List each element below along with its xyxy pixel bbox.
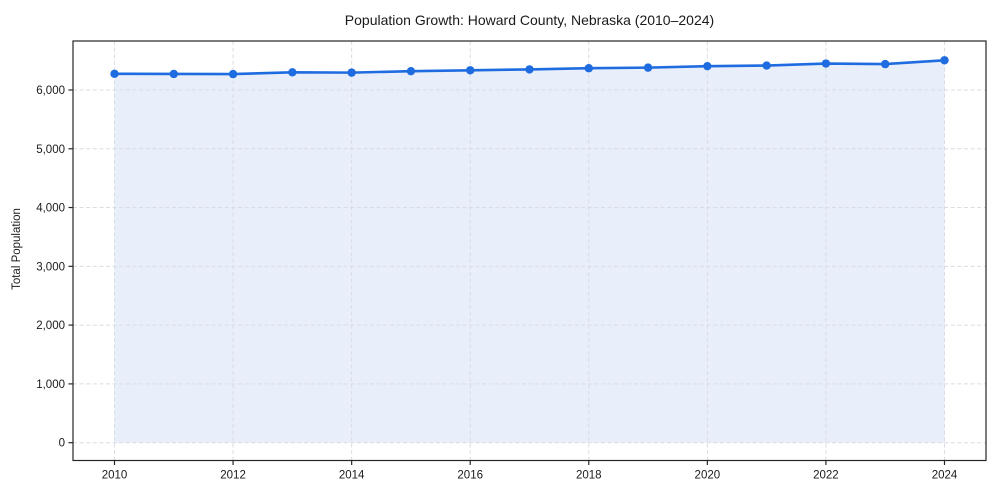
x-tick-label: 2024 [932, 470, 958, 482]
data-point-marker [643, 63, 653, 72]
grid-lines [73, 41, 986, 461]
data-point-marker [466, 66, 475, 75]
x-tick-label: 2022 [813, 470, 839, 482]
data-point-markers [110, 56, 949, 79]
data-point-marker [110, 69, 119, 79]
data-point-marker [881, 59, 890, 69]
data-point-marker [228, 69, 238, 79]
data-point-marker [584, 64, 593, 73]
data-point-marker [525, 65, 534, 74]
y-tick-label: 4,000 [36, 203, 65, 215]
data-point-marker [703, 61, 712, 71]
x-tick-label: 2018 [576, 470, 602, 482]
x-tick-label: 2012 [220, 470, 246, 482]
y-tick-labels: 0 1,000 2,000 3,000 4,000 5,000 6,000 [36, 85, 65, 450]
data-point-marker [169, 69, 178, 79]
data-point-marker [821, 59, 831, 68]
data-point-marker [762, 61, 771, 70]
tick-marks [68, 89, 946, 465]
chart-title: Population Growth: Howard County, Nebras… [344, 12, 715, 28]
data-point-marker [288, 68, 297, 77]
data-point-marker [347, 68, 356, 77]
x-tick-label: 2016 [457, 470, 483, 482]
x-tick-label: 2020 [695, 470, 721, 482]
y-tick-label: 6,000 [36, 85, 65, 97]
y-tick-label: 3,000 [36, 261, 65, 273]
y-tick-label: 0 [59, 438, 65, 450]
x-tick-label: 2014 [339, 470, 365, 482]
data-point-marker [940, 56, 949, 65]
area-fill [114, 60, 945, 443]
data-point-marker [406, 66, 416, 76]
x-tick-label: 2010 [102, 470, 128, 482]
y-tick-label: 2,000 [36, 320, 65, 332]
x-tick-labels: 2010 2012 2014 2016 2018 2020 2022 2024 [102, 470, 958, 482]
y-tick-label: 5,000 [36, 144, 65, 156]
y-tick-label: 1,000 [36, 379, 65, 391]
axes-frame [72, 40, 987, 462]
